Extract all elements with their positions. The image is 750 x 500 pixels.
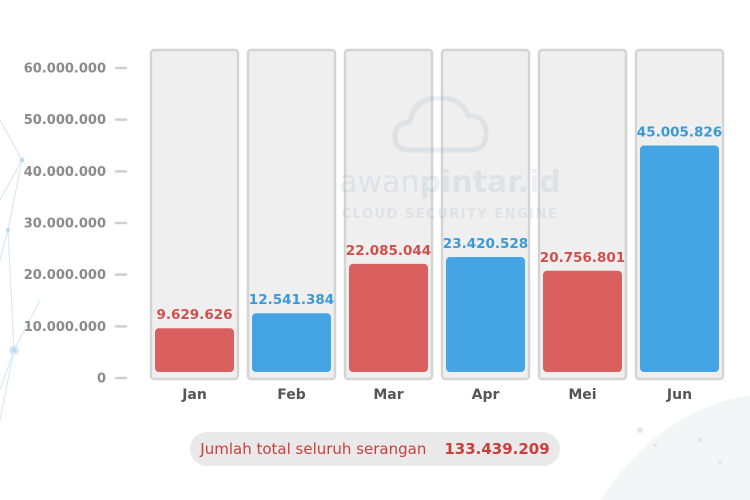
- y-tick-label: 60.000.000: [24, 62, 106, 77]
- data-label: 22.085.044: [346, 243, 431, 259]
- bar: [640, 145, 719, 372]
- watermark-brand-bold: pintar.id: [419, 165, 560, 200]
- y-tick-label: 50.000.000: [24, 113, 106, 128]
- bar: [446, 256, 525, 372]
- data-label: 45.005.826: [637, 124, 722, 140]
- total-label: Jumlah total seluruh serangan: [200, 440, 427, 458]
- y-tick-label: 20.000.000: [24, 268, 106, 283]
- bar: [155, 328, 234, 372]
- data-label: 23.420.528: [443, 236, 528, 252]
- svg-text:awanpintar.id: awanpintar.id: [339, 165, 561, 200]
- bar: [252, 313, 331, 372]
- y-tick-label: 0: [97, 372, 106, 387]
- watermark: awanpintar.id CLOUD SECURITY ENGINE: [339, 95, 561, 222]
- total-value: 133.439.209: [444, 440, 550, 458]
- bars: [155, 145, 719, 372]
- x-tick-label: Feb: [277, 387, 306, 403]
- y-tick-label: 40.000.000: [24, 165, 106, 180]
- x-tick-label: Mei: [568, 387, 596, 403]
- y-tick-label: 10.000.000: [24, 320, 106, 335]
- x-tick-label: Apr: [472, 387, 500, 403]
- x-tick-label: Mar: [373, 387, 403, 403]
- watermark-brand-light: awan: [339, 165, 419, 200]
- data-label: 12.541.384: [249, 292, 334, 308]
- column-background: [246, 48, 337, 381]
- watermark-tagline: CLOUD SECURITY ENGINE: [342, 207, 559, 222]
- column-backgrounds: [149, 48, 725, 381]
- data-label: 20.756.801: [540, 250, 625, 266]
- column-background: [149, 48, 240, 381]
- data-label: 9.629.626: [156, 307, 232, 323]
- y-tick-label: 30.000.000: [24, 217, 106, 232]
- bar: [349, 263, 428, 372]
- x-tick-label: Jun: [666, 387, 692, 403]
- bar: [543, 270, 622, 372]
- total-attacks-pill: Jumlah total seluruh serangan 133.439.20…: [190, 432, 560, 466]
- y-axis: 0 10.000.000 20.000.000 30.000.000 40.000.00…: [24, 62, 128, 387]
- labels: 9.629.626 Jan 12.541.384 Feb 22.085.044 Mar 23…: [156, 124, 722, 403]
- cloud-icon: [392, 95, 489, 153]
- x-tick-label: Jan: [181, 387, 207, 403]
